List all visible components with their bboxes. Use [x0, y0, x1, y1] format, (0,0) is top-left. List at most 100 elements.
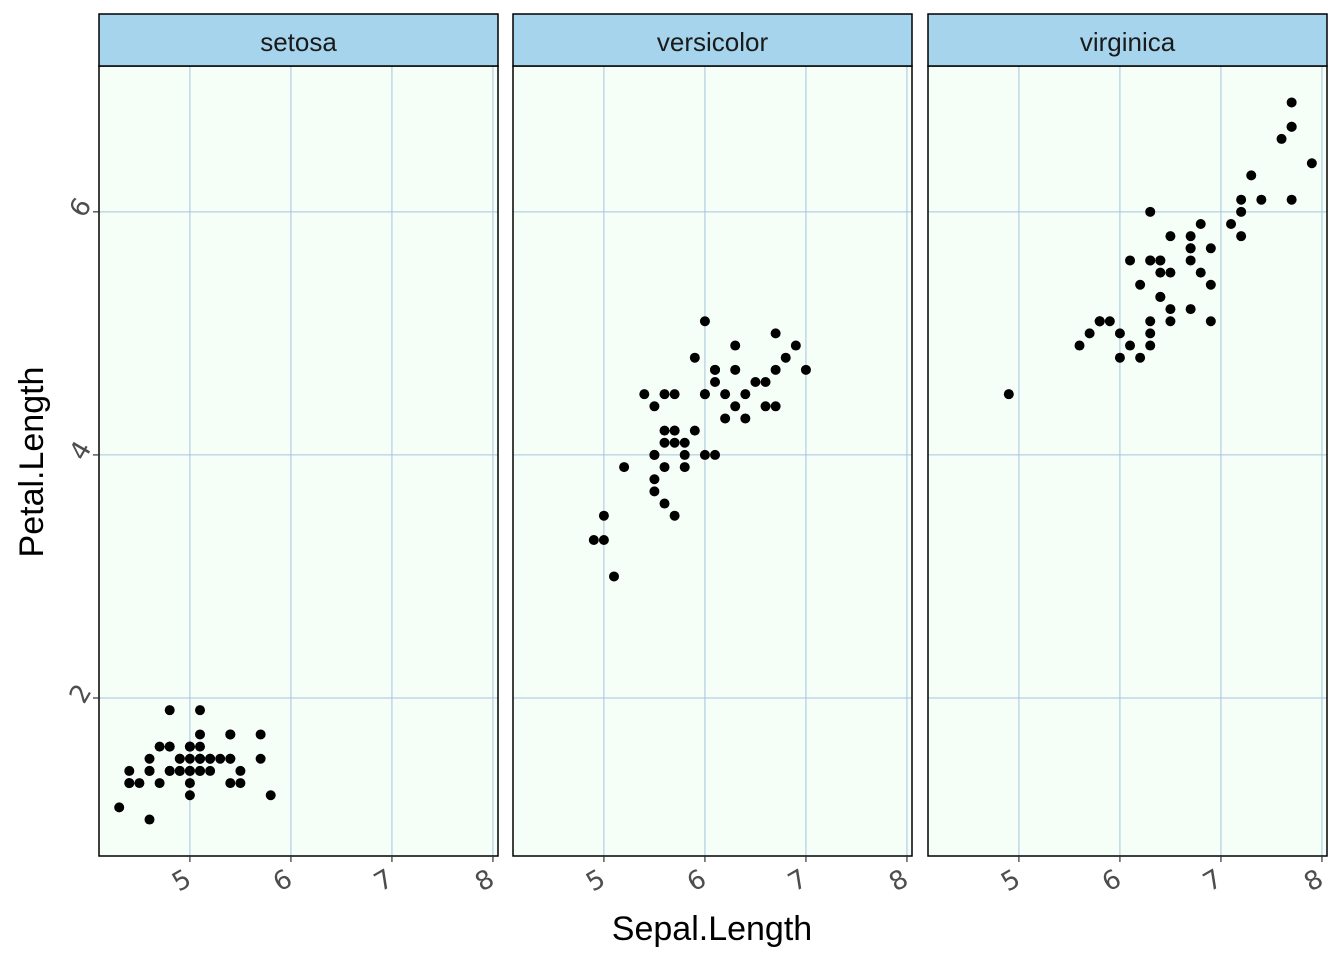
panel-background [513, 66, 912, 856]
data-point [195, 705, 206, 716]
data-point [124, 778, 135, 789]
data-point [1084, 328, 1095, 339]
data-point [235, 765, 246, 776]
data-point [205, 753, 216, 764]
data-point [588, 535, 599, 545]
data-point [195, 729, 206, 740]
x-tick-label: 5 [167, 864, 196, 898]
data-point [215, 753, 226, 764]
data-point [1165, 304, 1176, 315]
data-point [184, 741, 195, 752]
data-point [144, 814, 155, 825]
data-point [669, 510, 680, 521]
data-point [1165, 316, 1176, 327]
y-axis-title: Petal.Length [13, 367, 51, 558]
data-point [114, 802, 125, 813]
data-point [255, 729, 266, 740]
data-point [659, 498, 670, 509]
data-point [154, 778, 165, 789]
data-point [164, 705, 175, 716]
data-point [184, 778, 195, 789]
facet-panel-setosa: setosa 5 6 7 8 [98, 13, 500, 898]
data-point [154, 741, 165, 752]
data-point [164, 765, 175, 776]
data-point [740, 389, 751, 400]
data-point [195, 753, 206, 764]
x-axis-title: Sepal.Length [612, 910, 812, 948]
data-point [760, 401, 771, 412]
data-point [639, 389, 650, 400]
data-point [1125, 255, 1136, 266]
facet-panel-versicolor: versicolor 5 6 7 8 [512, 13, 914, 898]
data-point [770, 364, 781, 375]
data-point [699, 449, 710, 460]
data-point [780, 352, 791, 363]
data-point [1256, 194, 1267, 205]
panel-background [928, 66, 1327, 856]
data-point [225, 729, 236, 740]
x-tick-label: 8 [1299, 864, 1328, 898]
data-point [1236, 231, 1247, 242]
panel-background [99, 66, 498, 856]
data-point [659, 425, 670, 436]
data-point [195, 765, 206, 776]
data-point [770, 328, 781, 339]
data-point [1226, 219, 1237, 229]
y-tick-label: 2 [64, 679, 98, 708]
data-point [699, 316, 710, 327]
facet-strip-label: setosa [260, 27, 337, 57]
data-point [649, 449, 660, 460]
data-point [195, 741, 206, 752]
y-axis: 2 4 6 [64, 193, 99, 709]
data-point [1165, 267, 1176, 278]
data-point [1145, 328, 1156, 339]
x-tick-label: 8 [470, 864, 499, 898]
data-point [184, 753, 195, 764]
data-point [679, 449, 690, 460]
data-point [1205, 279, 1216, 290]
data-point [144, 765, 155, 776]
data-point [659, 462, 670, 473]
y-tick-label: 6 [64, 193, 98, 222]
data-point [124, 765, 135, 776]
data-point [720, 413, 731, 424]
data-point [1135, 279, 1146, 290]
data-point [669, 437, 680, 448]
data-point [800, 364, 811, 375]
data-point [1074, 340, 1085, 351]
data-point [649, 486, 660, 497]
data-point [1286, 194, 1297, 205]
data-point [1145, 255, 1156, 266]
data-point [679, 437, 690, 448]
x-tick-label: 5 [581, 864, 610, 898]
data-point [144, 753, 155, 764]
facet-strip-label: virginica [1080, 27, 1176, 57]
data-point [1195, 219, 1206, 229]
data-point [609, 571, 620, 582]
data-point [1145, 340, 1156, 351]
x-tick-label: 6 [1097, 864, 1126, 898]
data-point [710, 449, 721, 460]
x-tick-label: 7 [1198, 864, 1227, 898]
data-point [1003, 389, 1014, 400]
data-point [1114, 328, 1125, 339]
y-tick-label: 4 [64, 436, 98, 465]
data-point [1145, 206, 1156, 217]
x-tick-label: 6 [268, 864, 297, 898]
data-point [1236, 206, 1247, 217]
data-point [649, 474, 660, 485]
data-point [1306, 158, 1317, 169]
data-point [770, 401, 781, 412]
data-point [669, 389, 680, 400]
data-point [1155, 255, 1166, 266]
data-point [699, 389, 710, 400]
data-point [659, 437, 670, 448]
data-point [1185, 304, 1196, 315]
data-point [1185, 255, 1196, 266]
data-point [760, 377, 771, 387]
data-point [619, 462, 630, 473]
data-point [790, 340, 801, 351]
facet-strip [512, 13, 913, 67]
data-point [1195, 267, 1206, 278]
